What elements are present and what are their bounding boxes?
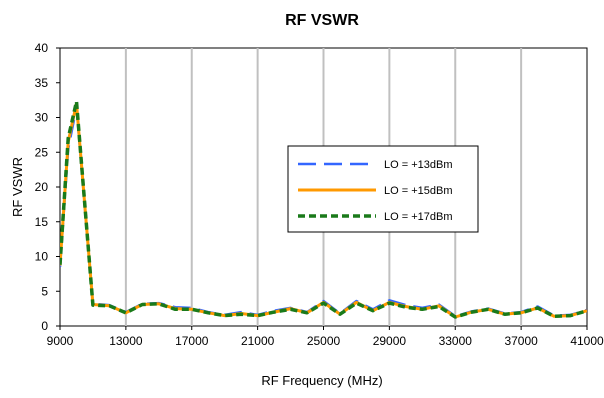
chart-title: RF VSWR	[285, 12, 359, 29]
y-tick-label: 20	[35, 180, 49, 194]
x-axis-label: RF Frequency (MHz)	[261, 373, 382, 388]
y-tick-label: 5	[41, 284, 48, 298]
y-tick-label: 25	[35, 145, 49, 159]
x-tick-label: 33000	[439, 334, 473, 348]
legend-entry-label: LO = +13dBm	[384, 159, 453, 171]
x-tick-label: 41000	[570, 334, 604, 348]
x-tick-label: 37000	[504, 334, 538, 348]
y-tick-label: 15	[35, 215, 49, 229]
y-tick-label: 35	[35, 76, 49, 90]
x-tick-label: 17000	[175, 334, 209, 348]
y-tick-label: 10	[35, 250, 49, 264]
y-tick-label: 30	[35, 111, 49, 125]
x-tick-label: 13000	[109, 334, 143, 348]
legend-entry-label: LO = +15dBm	[384, 185, 453, 197]
x-tick-label: 29000	[373, 334, 407, 348]
y-tick-label: 40	[35, 41, 49, 55]
x-tick-label: 25000	[307, 334, 341, 348]
series-line-3	[60, 99, 587, 319]
x-tick-label: 21000	[241, 334, 275, 348]
y-tick-label: 0	[41, 319, 48, 333]
legend-entry-label: LO = +17dBm	[384, 211, 453, 223]
x-tick-label: 9000	[47, 334, 74, 348]
legend: LO = +13dBm LO = +15dBm LO = +17dBm	[287, 145, 479, 233]
y-axis-label: RF VSWR	[10, 157, 25, 217]
